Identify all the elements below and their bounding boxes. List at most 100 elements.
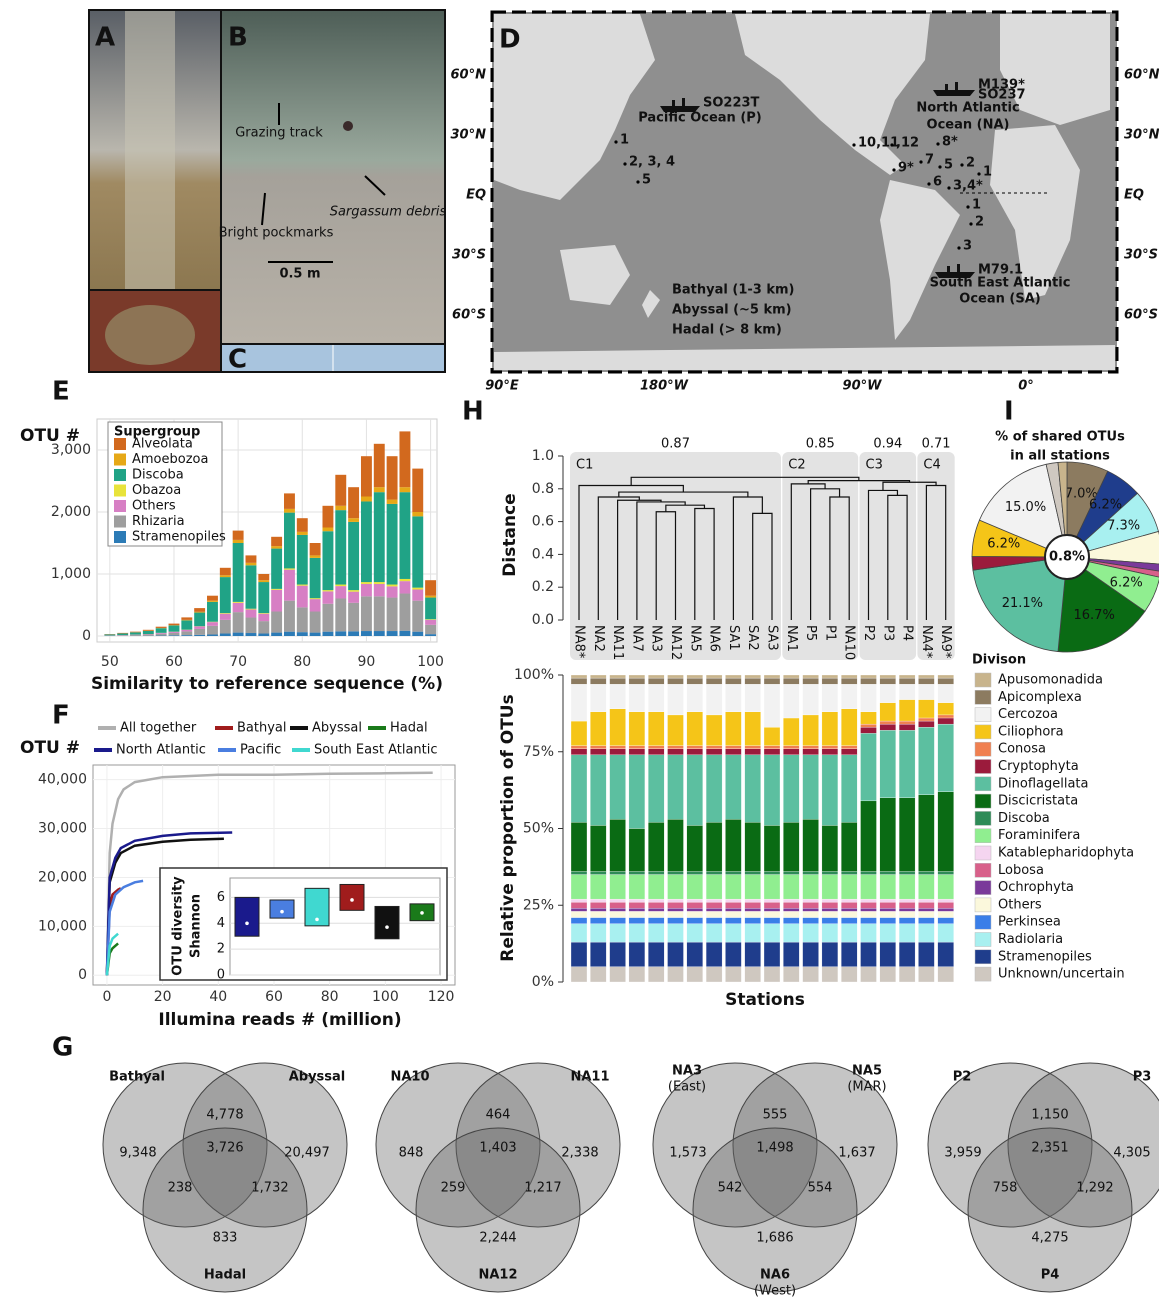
bar-segment — [310, 598, 321, 599]
bar-segment — [783, 899, 799, 902]
station-label: P4 — [900, 625, 915, 641]
legend-swatch — [975, 742, 991, 756]
bar-segment — [745, 749, 761, 755]
bar-segment — [725, 942, 741, 967]
bar-segment — [725, 684, 741, 712]
ship-label: SO223T — [703, 96, 760, 111]
bar-segment — [841, 942, 857, 967]
bar-segment — [938, 918, 954, 924]
bar-segment — [706, 715, 722, 746]
bar-segment — [387, 586, 398, 597]
legend-swatch — [975, 690, 991, 704]
legend-label: Alveolata — [132, 437, 193, 452]
legend-label: Cercozoa — [998, 707, 1058, 722]
bar-segment — [233, 633, 244, 636]
venn-set-label: NA12 — [478, 1268, 517, 1283]
bar-segment — [220, 613, 231, 614]
bar-segment — [745, 911, 761, 917]
bar-segment — [648, 749, 664, 755]
bar-segment — [571, 749, 587, 755]
legend-label: All together — [120, 721, 197, 736]
bar-segment — [880, 911, 896, 917]
bar-segment — [399, 492, 410, 579]
bar-segment — [706, 822, 722, 871]
bar-segment — [764, 684, 780, 727]
bar-segment — [841, 924, 857, 942]
bar-segment — [169, 633, 180, 635]
bar-segment — [271, 546, 282, 548]
lon-label: 0° — [1018, 379, 1034, 394]
bar-segment — [725, 967, 741, 982]
bar-segment — [629, 902, 645, 908]
bar-segment — [156, 633, 167, 634]
bar-segment — [156, 627, 167, 628]
bar-segment — [399, 581, 410, 593]
bar-segment — [233, 543, 244, 602]
bar-segment — [783, 875, 799, 900]
legend-swatch — [975, 898, 991, 912]
bar-segment — [610, 709, 626, 746]
bar-segment — [220, 577, 231, 613]
figure: A B C Grazing track Sargassum debris Bri… — [0, 0, 1159, 1302]
bar-segment — [706, 684, 722, 715]
scale-label: 0.5 m — [279, 267, 320, 282]
panel-label: D — [499, 25, 521, 55]
bar-segment — [590, 918, 606, 924]
y-tick-label: 0% — [532, 974, 554, 990]
station-dot — [969, 222, 972, 225]
y-tick-label: 0.8 — [532, 481, 554, 497]
bar-segment — [706, 911, 722, 917]
bar-segment — [861, 801, 877, 872]
ocean-label: Ocean (NA) — [927, 118, 1010, 133]
bar-segment — [918, 871, 934, 874]
bar-segment — [745, 871, 761, 874]
bar-segment — [590, 749, 606, 755]
legend-label: Bathyal — [237, 721, 287, 736]
legend-label: Apusomonadida — [998, 673, 1103, 688]
pie-label: 6.2% — [1089, 498, 1122, 513]
bar-segment — [571, 942, 587, 967]
bar-segment — [648, 924, 664, 942]
bar-segment — [648, 746, 664, 749]
station-label: NA1 — [784, 625, 799, 652]
bar-segment — [745, 822, 761, 871]
x-tick-label: 90 — [358, 654, 376, 670]
legend-swatch — [114, 469, 126, 481]
bar-segment — [322, 591, 333, 603]
bar-segment — [822, 924, 838, 942]
y-tick-label: 2,000 — [51, 504, 91, 520]
bar-segment — [425, 619, 436, 620]
legend-swatch — [114, 516, 126, 528]
bar-segment — [361, 456, 372, 496]
bar-segment — [841, 675, 857, 678]
station-dot — [919, 160, 922, 163]
bar-segment — [322, 531, 333, 590]
station-dot — [636, 180, 639, 183]
bar-segment — [841, 918, 857, 924]
venn-set-label: P3 — [1133, 1070, 1152, 1085]
bar-segment — [590, 678, 606, 684]
station-label: 5 — [944, 158, 953, 173]
bar-segment — [938, 908, 954, 911]
legend-label: Lobosa — [998, 863, 1044, 878]
bar-segment — [783, 908, 799, 911]
bar-segment — [880, 908, 896, 911]
bar-segment — [880, 924, 896, 942]
bar-segment — [764, 911, 780, 917]
depth-legend: Hadal (> 8 km) — [672, 323, 782, 338]
bar-segment — [803, 755, 819, 819]
y-tick-label: 30,000 — [38, 821, 87, 837]
station-label: 6 — [933, 175, 942, 190]
inset-plot — [230, 878, 440, 975]
bar-segment — [412, 601, 423, 632]
bar-segment — [233, 531, 244, 540]
bar-segment — [648, 967, 664, 982]
bar-segment — [258, 614, 269, 621]
bar-segment — [246, 563, 257, 565]
bar-segment — [590, 871, 606, 874]
bar-segment — [668, 749, 684, 755]
bar-segment — [687, 918, 703, 924]
bar-segment — [335, 586, 346, 598]
bar-segment — [233, 540, 244, 543]
venn-count: 1,150 — [1031, 1108, 1068, 1123]
